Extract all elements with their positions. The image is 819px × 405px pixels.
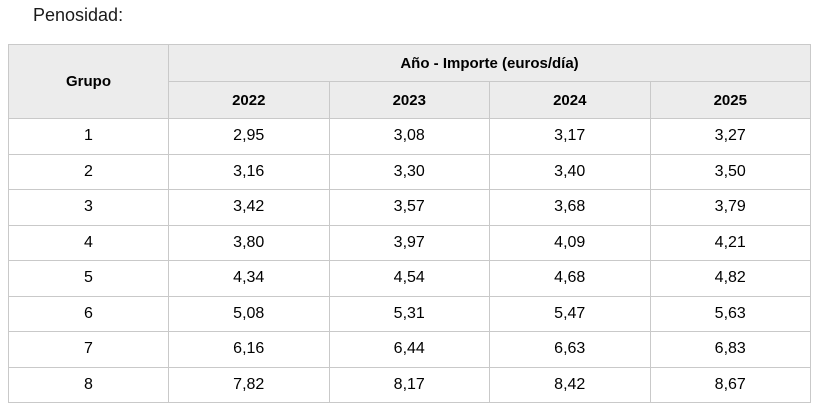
value-cell: 3,30 — [328, 153, 490, 190]
column-header-anio-importe: Año - Importe (euros/día) — [168, 44, 811, 82]
table-row: 6 5,08 5,31 5,47 5,63 — [8, 295, 811, 332]
value-cell: 3,79 — [649, 189, 811, 226]
group-cell: 8 — [8, 366, 169, 403]
group-cell: 6 — [8, 295, 169, 332]
value-cell: 3,97 — [328, 224, 490, 261]
value-cell: 8,17 — [328, 366, 490, 403]
table-body: 1 2,95 3,08 3,17 3,27 2 3,16 3,30 3,40 3… — [8, 118, 811, 403]
table-row: 5 4,34 4,54 4,68 4,82 — [8, 260, 811, 297]
value-cell: 3,42 — [168, 189, 330, 226]
group-cell: 2 — [8, 153, 169, 190]
table-row: 2 3,16 3,30 3,40 3,50 — [8, 153, 811, 190]
value-cell: 5,47 — [489, 295, 651, 332]
value-cell: 5,08 — [168, 295, 330, 332]
value-cell: 6,83 — [649, 331, 811, 368]
group-cell: 7 — [8, 331, 169, 368]
column-header-2025: 2025 — [649, 81, 811, 119]
value-cell: 3,40 — [489, 153, 651, 190]
column-header-2024: 2024 — [489, 81, 651, 119]
value-cell: 3,27 — [649, 118, 811, 155]
table-row: 8 7,82 8,17 8,42 8,67 — [8, 366, 811, 403]
value-cell: 3,50 — [649, 153, 811, 190]
value-cell: 3,68 — [489, 189, 651, 226]
table-row: 3 3,42 3,57 3,68 3,79 — [8, 189, 811, 226]
table-row: 1 2,95 3,08 3,17 3,27 — [8, 118, 811, 155]
group-cell: 5 — [8, 260, 169, 297]
value-cell: 3,17 — [489, 118, 651, 155]
value-cell: 3,80 — [168, 224, 330, 261]
value-cell: 5,31 — [328, 295, 490, 332]
value-cell: 4,34 — [168, 260, 330, 297]
value-cell: 4,82 — [649, 260, 811, 297]
value-cell: 7,82 — [168, 366, 330, 403]
value-cell: 4,09 — [489, 224, 651, 261]
column-header-2023: 2023 — [328, 81, 490, 119]
column-header-grupo: Grupo — [8, 44, 169, 119]
value-cell: 8,42 — [489, 366, 651, 403]
value-cell: 2,95 — [168, 118, 330, 155]
value-cell: 4,21 — [649, 224, 811, 261]
value-cell: 5,63 — [649, 295, 811, 332]
value-cell: 6,63 — [489, 331, 651, 368]
value-cell: 3,57 — [328, 189, 490, 226]
group-cell: 4 — [8, 224, 169, 261]
value-cell: 8,67 — [649, 366, 811, 403]
table-header: Grupo Año - Importe (euros/día) 2022 202… — [8, 44, 811, 119]
value-cell: 4,68 — [489, 260, 651, 297]
page-title: Penosidad: — [33, 5, 124, 25]
column-header-2022: 2022 — [168, 81, 330, 119]
header-row-span: Grupo Año - Importe (euros/día) — [8, 44, 811, 119]
penosidad-table: Grupo Año - Importe (euros/día) 2022 202… — [8, 44, 811, 403]
table-row: 7 6,16 6,44 6,63 6,83 — [8, 331, 811, 368]
header-row-years: 2022 2023 2024 2025 — [9, 81, 811, 119]
value-cell: 4,54 — [328, 260, 490, 297]
value-cell: 6,16 — [168, 331, 330, 368]
value-cell: 3,08 — [328, 118, 490, 155]
value-cell: 6,44 — [328, 331, 490, 368]
group-cell: 1 — [8, 118, 169, 155]
table-row: 4 3,80 3,97 4,09 4,21 — [8, 224, 811, 261]
group-cell: 3 — [8, 189, 169, 226]
value-cell: 3,16 — [168, 153, 330, 190]
